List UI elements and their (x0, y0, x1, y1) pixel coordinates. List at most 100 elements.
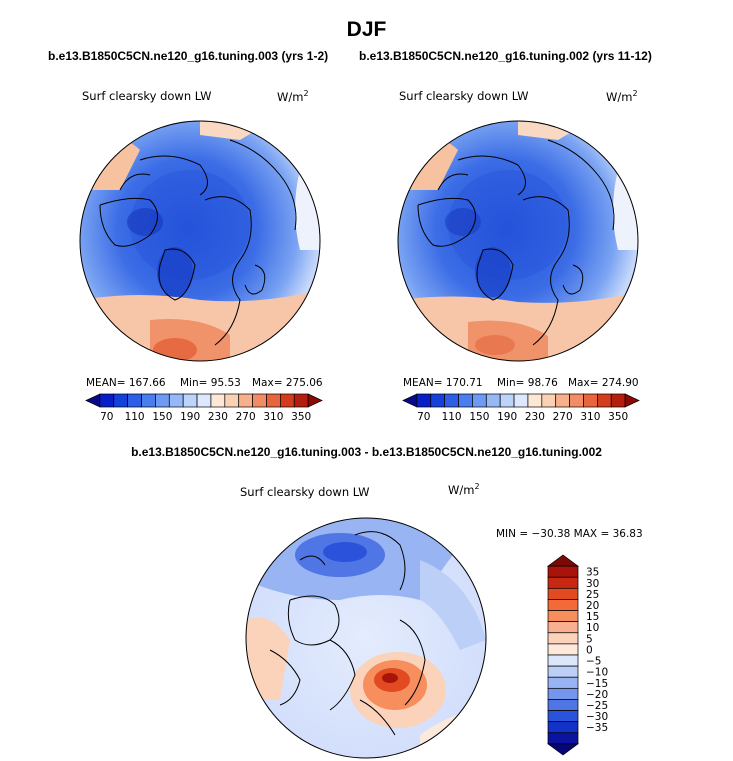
colorbar-2-swatch (583, 393, 598, 408)
colorbar-2-swatch (444, 393, 459, 408)
panel-1-title: b.e13.B1850C5CN.ne120_g16.tuning.003 (yr… (48, 49, 329, 63)
colorbar-3-tick-label: 20 (586, 600, 599, 612)
colorbar-1-tick-label: 310 (263, 411, 283, 423)
panel-2-units: W/m2 (606, 89, 638, 104)
colorbar-1-swatch (307, 393, 323, 408)
colorbar-1-tick-label: 70 (100, 411, 113, 423)
colorbar-3-swatch (546, 554, 580, 567)
colorbar-1-swatch (266, 393, 281, 408)
panel-1-mean: MEAN= 167.66 (86, 377, 166, 389)
colorbar-1-tick-label: 230 (208, 411, 228, 423)
colorbar-2-swatch (430, 393, 445, 408)
colorbar-2-tick-label: 150 (469, 411, 489, 423)
colorbar-3-tick-label: 15 (586, 611, 599, 623)
colorbar-1-swatch (210, 393, 226, 408)
colorbar-1-swatch (141, 393, 156, 408)
map-panel-3-border (245, 517, 487, 759)
colorbar-1-swatch (280, 393, 295, 408)
colorbar-1-swatch (224, 393, 240, 408)
colorbar-3-swatch (547, 621, 579, 634)
map-panel-2-border (397, 120, 639, 362)
colorbar-2-tick-label: 190 (497, 411, 517, 423)
colorbar-3-swatch (547, 732, 579, 745)
colorbar-3-tick-label: 5 (586, 633, 593, 645)
colorbar-2-swatch (458, 393, 473, 408)
colorbar-3-tick-label: −25 (586, 700, 608, 712)
map-panel-2 (398, 121, 638, 361)
panel-2-mean: MEAN= 170.71 (403, 377, 483, 389)
colorbar-2-swatch (402, 393, 418, 408)
colorbar-3-swatch (547, 665, 579, 678)
colorbar-3-tick-label: 0 (586, 644, 593, 656)
colorbar-2-swatch (541, 393, 557, 408)
colorbar-1-swatch (99, 393, 115, 408)
colorbar-1: 70 110 150 190 230 270 310 350 (85, 393, 323, 423)
colorbar-3-swatch (547, 699, 579, 711)
colorbar-3-swatch (547, 610, 579, 623)
colorbar-3-swatch (547, 599, 579, 611)
colorbar-3-swatch (547, 721, 579, 734)
colorbar-3-swatch (547, 632, 579, 645)
panel-1-min: Min= 95.53 (180, 377, 241, 389)
colorbar-2-swatch (569, 393, 584, 408)
panel-2-variable-label: Surf clearsky down LW (399, 89, 529, 103)
colorbar-3-swatch (547, 687, 579, 700)
colorbar-3-tick-label: −30 (586, 711, 608, 723)
colorbar-3-swatch (547, 565, 579, 578)
colorbar-2-swatch (485, 393, 501, 408)
colorbar-2: 70 110 150 190 230 270 310 350 (402, 393, 640, 423)
colorbar-1-swatch (196, 393, 212, 408)
colorbar-1-tick-label: 350 (291, 411, 311, 423)
colorbar-2-swatch (416, 393, 432, 408)
colorbar-2-tick-label: 270 (553, 411, 573, 423)
colorbar-3-tick-label: 30 (586, 578, 599, 590)
colorbar-3-tick-label: 35 (586, 567, 599, 579)
colorbar-2-swatch (597, 393, 612, 408)
colorbar-1-swatch (293, 393, 309, 408)
panel-1-units: W/m2 (277, 89, 309, 104)
colorbar-3-swatch (546, 743, 580, 756)
colorbar-2-swatch (513, 393, 529, 408)
colorbar-2-swatch (555, 393, 570, 408)
colorbar-1-swatch (127, 393, 142, 408)
panel-2-min: Min= 98.76 (497, 377, 558, 389)
colorbar-2-tick-label: 230 (525, 411, 545, 423)
colorbar-3-tick-label: −20 (586, 689, 608, 701)
panel-3-units: W/m2 (448, 482, 480, 497)
colorbar-3-tick-label: −15 (586, 678, 608, 690)
colorbar-1-swatch (155, 393, 170, 408)
colorbar-3-tick-label: 10 (586, 622, 599, 634)
colorbar-2-swatch (499, 393, 515, 408)
colorbar-2-swatch (527, 393, 543, 408)
colorbar-1-tick-label: 270 (236, 411, 256, 423)
colorbar-2-tick-label: 310 (580, 411, 600, 423)
colorbar-1-swatch (182, 393, 198, 408)
panel-3-minmax: MIN = −30.38 MAX = 36.83 (496, 528, 643, 540)
colorbar-3-swatch (547, 676, 579, 689)
colorbar-1-swatch (168, 393, 184, 408)
colorbar-2-swatch (624, 393, 640, 408)
colorbar-3-swatch (547, 576, 579, 589)
colorbar-3-tick-label: −35 (586, 722, 608, 734)
colorbar-3-swatch (547, 710, 579, 723)
colorbar-3-swatch (547, 654, 579, 667)
difference-title: b.e13.B1850C5CN.ne120_g16.tuning.003 - b… (131, 445, 602, 459)
colorbar-1-swatch (238, 393, 253, 408)
panel-1-max: Max= 275.06 (252, 377, 323, 389)
map-panel-1-border (79, 120, 321, 362)
panel-3-variable-label: Surf clearsky down LW (240, 485, 370, 499)
colorbar-1-swatch (113, 393, 128, 408)
colorbar-3-swatch (547, 643, 579, 656)
colorbar-3-tick-label: −10 (586, 667, 608, 679)
colorbar-1-tick-label: 190 (180, 411, 200, 423)
colorbar-3-tick-label: −5 (586, 656, 601, 668)
colorbar-2-tick-label: 110 (442, 411, 462, 423)
panel-1-variable-label: Surf clearsky down LW (82, 89, 212, 103)
colorbar-2-tick-label: 350 (608, 411, 628, 423)
colorbar-2-swatch (472, 393, 487, 408)
colorbar-2-swatch (610, 393, 626, 408)
page-title: DJF (346, 18, 387, 41)
panel-2-title: b.e13.B1850C5CN.ne120_g16.tuning.002 (yr… (359, 49, 652, 63)
colorbar-2-tick-label: 70 (417, 411, 430, 423)
